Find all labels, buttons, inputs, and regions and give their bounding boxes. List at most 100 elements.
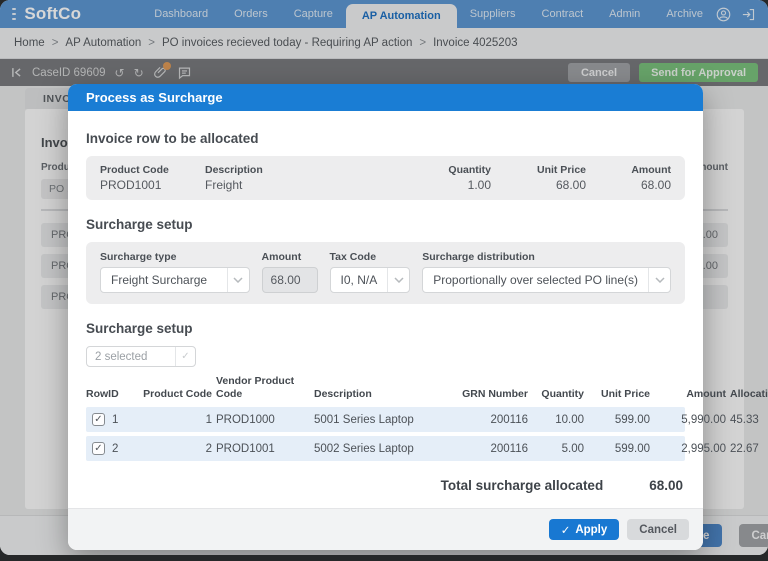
cell-description: 5001 Series Laptop [314,413,414,426]
cell-product-code: 1 [205,413,212,426]
top-nav: SoftCo Dashboard Orders Capture AP Autom… [0,0,768,28]
total-surcharge-value: 68.00 [649,478,683,494]
chevron-down-icon [226,268,249,292]
brand-logo[interactable]: SoftCo [24,4,82,23]
col-description: Description [314,388,372,401]
nav-item-admin[interactable]: Admin [609,8,641,20]
cell-amount: 2,995.00 [681,442,726,455]
invoice-row-table: Product Code Description Quantity Unit P… [86,156,685,200]
attachment-badge [162,62,171,70]
cell-vendor-product-code: PROD1000 [216,413,275,426]
logout-icon[interactable] [741,7,756,22]
allocation-heading: Surcharge setup [86,321,193,336]
row-checkbox-checked[interactable]: ✓ [92,442,105,456]
cell-grn-number: 200116 [490,442,528,455]
breadcrumb-ap-automation[interactable]: AP Automation [65,37,142,49]
nav-item-suppliers[interactable]: Suppliers [469,8,516,20]
collapse-left-icon[interactable] [10,66,23,79]
case-toolbar: CaseID 69609 ↺ ↻ Cancel Send for Approva… [0,59,768,86]
check-icon: ✓ [175,347,195,366]
col-quantity: Quantity [541,388,584,401]
breadcrumb-home[interactable]: Home [14,37,45,49]
nav-item-archive[interactable]: Archive [666,8,703,20]
cell-unit-price: 599.00 [614,413,650,426]
breadcrumb-separator: > [148,37,155,49]
invoice-row-unit-price: 68.00 [555,178,586,192]
amount-column-header: Amount [690,162,728,173]
total-surcharge-row: Total surcharge allocated 68.00 [86,465,685,508]
menu-icon[interactable] [12,8,17,20]
rows-selected-dropdown[interactable]: 2 selected ✓ [86,346,196,367]
row-checkbox-checked[interactable]: ✓ [92,413,105,427]
col-product-code: Product Code [143,388,212,401]
surcharge-setup-form: Surcharge type Freight Surcharge Amount … [86,242,685,304]
surcharge-type-label: Surcharge type [100,251,177,263]
invoice-row-description: Freight [205,178,243,192]
surcharge-type-select[interactable]: Freight Surcharge [100,267,250,293]
breadcrumb-queue[interactable]: PO invoices recieved today - Requiring A… [162,37,413,49]
col-amount: Amount [686,388,726,401]
breadcrumb-invoice[interactable]: Invoice 4025203 [433,37,518,49]
nav-item-orders[interactable]: Orders [234,8,268,20]
col-product-code: Product Code [100,164,169,176]
cell-description: 5002 Series Laptop [314,442,414,455]
history-forward-icon[interactable]: ↻ [133,65,144,80]
allocation-table-row[interactable]: ✓ 2 2 PROD1001 5002 Series Laptop 200116… [86,436,759,462]
nav-item-contract[interactable]: Contract [541,8,584,20]
paperclip-icon[interactable] [153,62,171,80]
user-icon[interactable] [716,7,731,22]
invoice-row-product-code: PROD1001 [100,178,162,192]
col-unit-price: Unit Price [536,164,586,176]
col-allocation: Allocation [730,388,768,401]
tax-code-label: Tax Code [329,251,377,263]
surcharge-setup-heading: Surcharge setup [86,217,193,232]
cell-unit-price: 599.00 [614,442,650,455]
allocation-table-row[interactable]: ✓ 1 1 PROD1000 5001 Series Laptop 200116… [86,407,759,433]
cell-quantity: 10.00 [555,413,584,426]
cell-quantity: 5.00 [561,442,584,455]
check-icon: ✓ [560,524,571,537]
nav-item-ap-automation[interactable]: AP Automation [345,4,457,28]
footer-cancel-button[interactable]: Cancel [739,524,768,547]
surcharge-distribution-select[interactable]: Proportionally over selected PO line(s) [422,267,671,293]
col-unit-price: Unit Price [600,388,650,401]
chevron-down-icon [387,268,409,292]
modal-title: Process as Surcharge [68,84,703,111]
cell-allocation: 22.67 [730,442,759,455]
history-back-icon[interactable]: ↺ [114,65,125,80]
modal-cancel-button[interactable]: Cancel [627,519,689,541]
col-vendor-product-code: Vendor Product Code [216,375,295,401]
case-cancel-button[interactable]: Cancel [567,63,631,82]
cell-amount: 5,990.00 [681,413,726,426]
breadcrumb: Home > AP Automation > PO invoices recie… [0,28,768,59]
process-as-surcharge-modal: Process as Surcharge Invoice row to be a… [68,84,768,551]
cell-row-id: 1 [112,413,119,426]
amount-label: Amount [261,251,302,263]
col-row-id: RowID [86,388,119,401]
nav-item-capture[interactable]: Capture [293,8,333,20]
tax-code-select[interactable]: I0, N/A [329,267,411,293]
col-amount: Amount [631,164,671,176]
col-grn-number: GRN Number [462,388,528,401]
col-description: Description [205,164,263,176]
send-for-approval-button[interactable]: Send for Approval [639,63,758,82]
nav-item-dashboard[interactable]: Dashboard [154,8,209,20]
amount-input[interactable] [261,267,318,293]
cell-vendor-product-code: PROD1001 [216,442,275,455]
cell-row-id: 2 [112,442,119,455]
invoice-row-heading: Invoice row to be allocated [86,131,259,146]
apply-button[interactable]: ✓ Apply [548,519,620,541]
modal-footer: ✓ Apply Cancel [68,508,703,551]
invoice-row-quantity: 1.00 [467,178,491,192]
cell-product-code: 2 [205,442,212,455]
surcharge-distribution-label: Surcharge distribution [422,251,535,263]
invoice-row-amount: 68.00 [640,178,671,192]
total-surcharge-label: Total surcharge allocated [440,478,604,494]
nav-right-icons [716,7,756,22]
cell-allocation: 45.33 [730,413,759,426]
chevron-down-icon [648,268,670,292]
cell-grn-number: 200116 [490,413,528,426]
comment-icon[interactable] [177,65,192,80]
breadcrumb-separator: > [419,37,427,49]
